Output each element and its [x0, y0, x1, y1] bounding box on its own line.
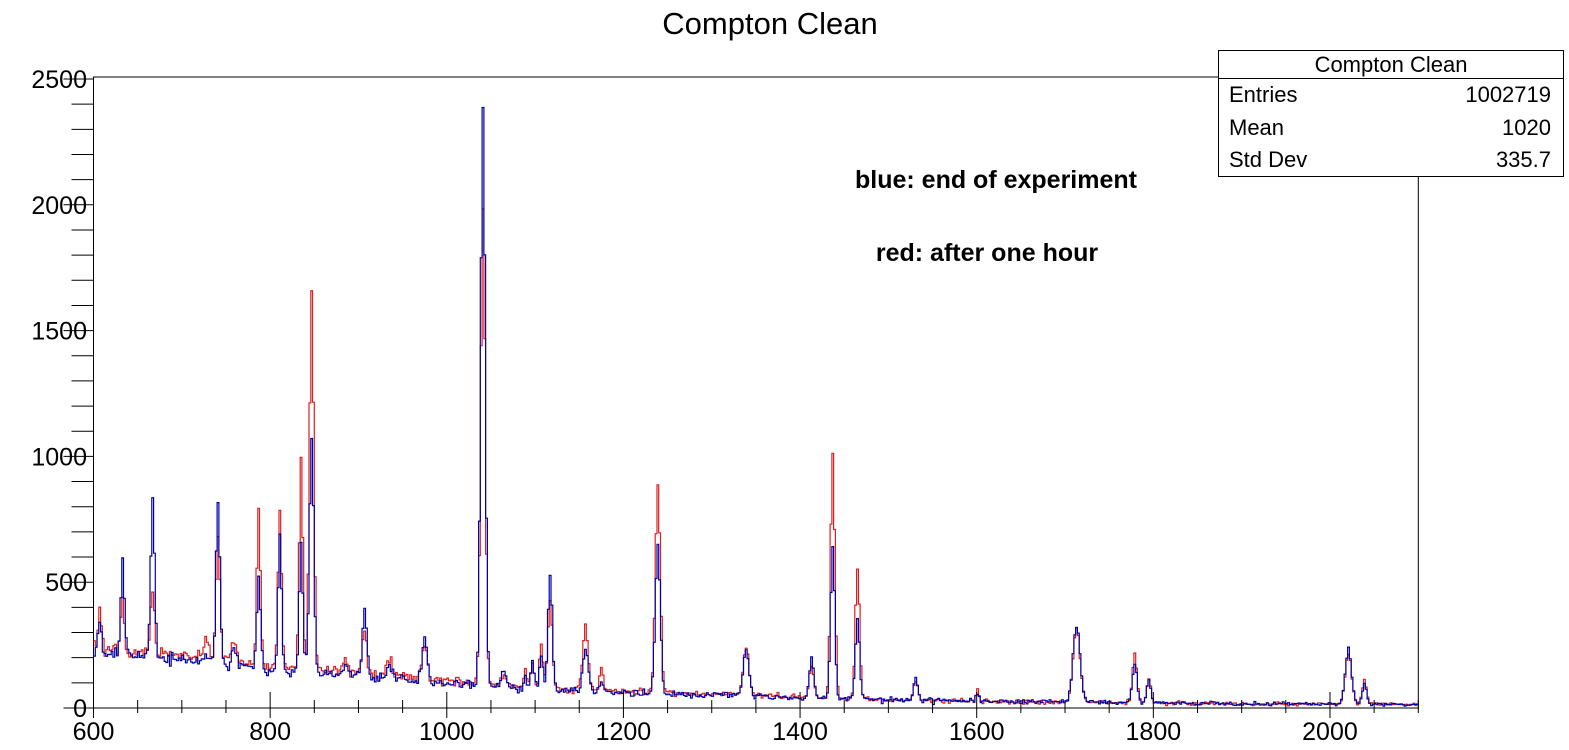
- axis-labels: 600 800 1000 1200 1400 1600 1800 2000 0 500 1000 15…: [31, 66, 1357, 746]
- stats-box-title: Compton Clean: [1219, 51, 1563, 79]
- y-tick-label: 1500: [31, 318, 87, 346]
- stats-label-mean: Mean: [1229, 114, 1285, 140]
- stats-label-entries: Entries: [1229, 82, 1298, 107]
- stats-value-mean: 1020: [1502, 114, 1551, 140]
- series-line-blue: [93, 106, 1419, 707]
- y-tick-label: 0: [73, 695, 87, 723]
- y-tick-label: 500: [45, 569, 87, 597]
- x-tick-label: 600: [73, 718, 115, 746]
- y-tick-label: 2000: [31, 192, 87, 220]
- x-tick-label: 1600: [949, 718, 1005, 746]
- chart-title: Compton Clean: [662, 6, 878, 41]
- annotation-red-series: red: after one hour: [875, 239, 1099, 267]
- x-tick-label: 1000: [419, 718, 475, 746]
- series-line-red: [93, 208, 1419, 707]
- stats-row-stddev: Std Dev 335.7: [1219, 144, 1563, 177]
- x-tick-label: 1800: [1126, 718, 1182, 746]
- stats-value-stddev: 335.7: [1495, 147, 1551, 172]
- x-tick-label: 1200: [596, 718, 652, 746]
- x-tick-label: 2000: [1302, 718, 1358, 746]
- y-tick-label: 1000: [31, 443, 87, 471]
- stats-value-entries: 1002719: [1465, 82, 1551, 107]
- stats-row-mean: Mean 1020: [1219, 112, 1563, 145]
- stats-label-stddev: Std Dev: [1229, 147, 1308, 172]
- y-tick-label: 2500: [31, 66, 87, 94]
- stats-box: Compton Clean Entries 1002719 Mean 1020 …: [1218, 50, 1564, 177]
- x-tick-label: 1400: [772, 718, 828, 746]
- annotation-blue-series: blue: end of experiment: [855, 166, 1137, 194]
- stats-row-entries: Entries 1002719: [1219, 79, 1563, 112]
- x-tick-label: 800: [249, 718, 291, 746]
- series-group: [93, 106, 1419, 707]
- axis-ticks: [63, 78, 1419, 718]
